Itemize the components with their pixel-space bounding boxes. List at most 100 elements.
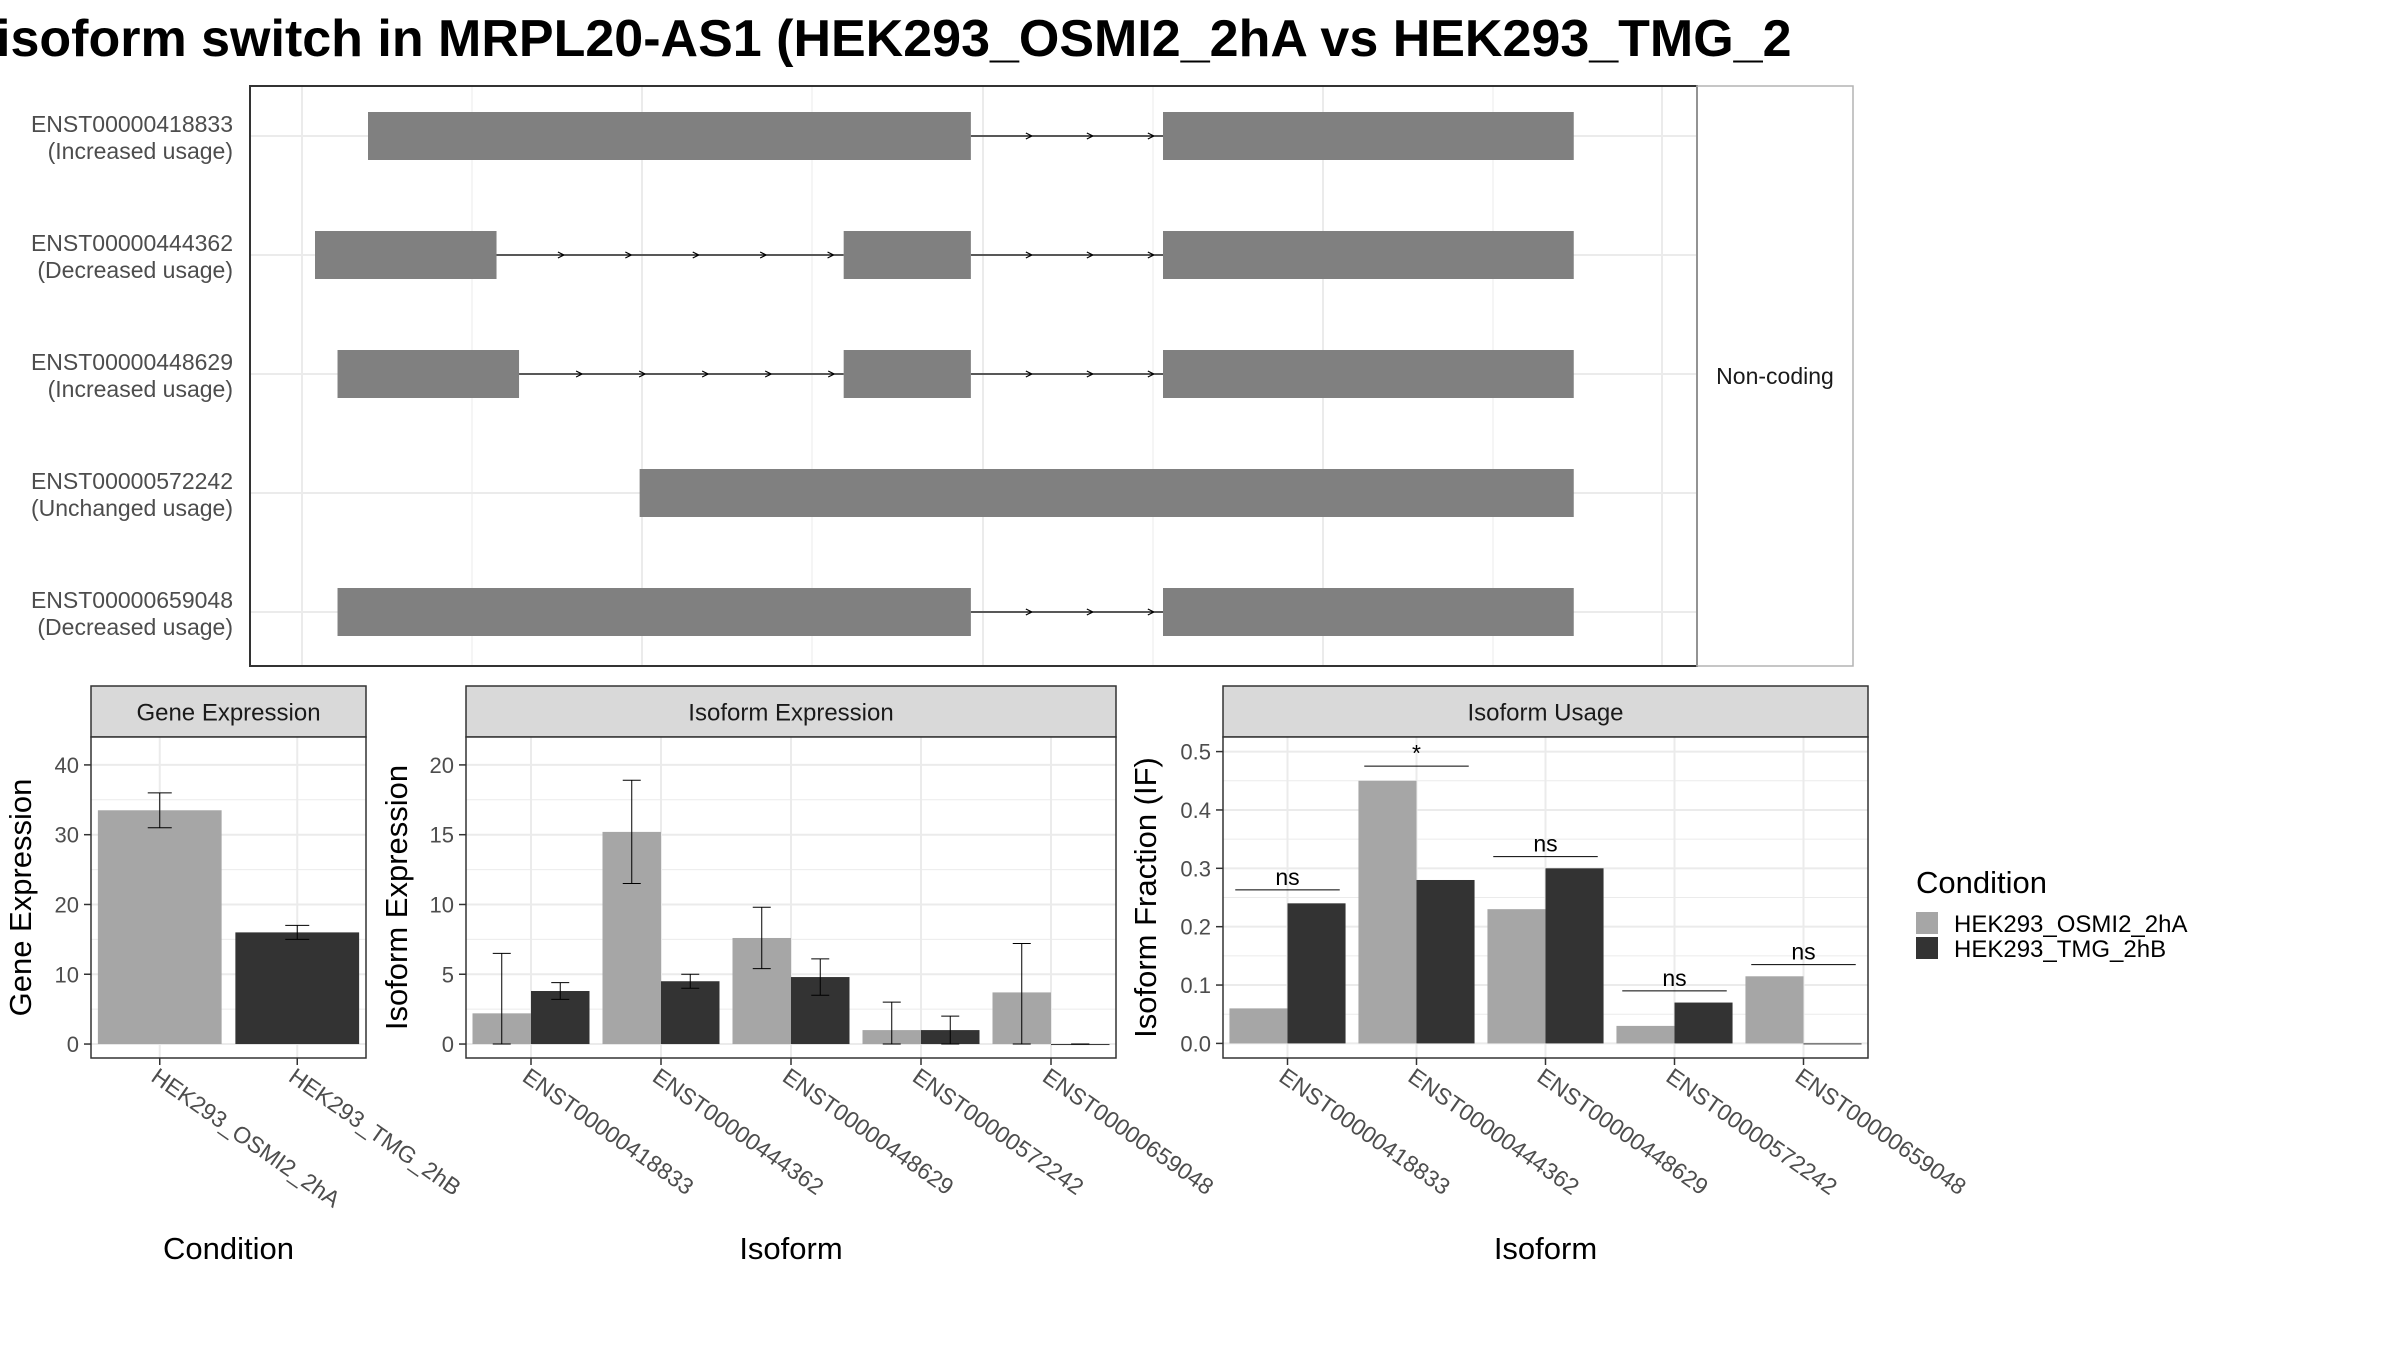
intron-arrow <box>1147 251 1156 259</box>
intron-arrow <box>1147 608 1156 616</box>
x-axis-label: Isoform <box>1494 1231 1597 1266</box>
isoform-usage-panel: Isoform Usage 0.0 0.1 0.2 0.3 0.4 0.5 ns * ns ns ns… <box>1128 685 1971 1266</box>
y-tick-label: 10 <box>55 962 79 987</box>
exon-block <box>843 231 971 279</box>
bar <box>1616 1025 1675 1044</box>
y-axis-label: Isoform Expression <box>379 765 414 1030</box>
intron-arrow <box>764 370 773 378</box>
intron-arrow <box>1025 251 1034 259</box>
y-tick-label: 40 <box>55 753 79 778</box>
isoform-expression-panel: Isoform Expression05101520ENST0000041883… <box>379 685 1219 1266</box>
panel-strip <box>90 685 367 738</box>
exon-block <box>843 350 971 398</box>
intron-arrow <box>692 251 701 259</box>
bar <box>1358 780 1417 1044</box>
exon-block <box>1163 112 1574 160</box>
intron-arrow <box>1025 370 1034 378</box>
significance-label: * <box>1412 740 1421 766</box>
y-tick-label: 0 <box>67 1032 79 1057</box>
y-axis-label: Gene Expression <box>3 779 38 1017</box>
isoform-status-label: (Unchanged usage) <box>31 495 233 521</box>
y-tick-label: 30 <box>55 823 79 848</box>
legend-label-cond-a: HEK293_OSMI2_2hA <box>1954 911 2187 938</box>
legend-swatch-cond-a <box>1916 912 1938 934</box>
y-tick-label: 15 <box>430 823 454 848</box>
bar <box>1674 1002 1733 1044</box>
isoform-status-label: (Decreased usage) <box>37 257 233 283</box>
exon-block <box>315 231 497 279</box>
intron-arrow <box>1147 132 1156 140</box>
isoform-id-label: ENST00000572242 <box>31 468 233 494</box>
exon-block <box>1163 588 1574 636</box>
intron-arrow <box>1086 132 1095 140</box>
bar <box>235 932 360 1045</box>
exon-block <box>337 588 971 636</box>
isoform-status-label: (Increased usage) <box>48 138 233 164</box>
isoform-id-label: ENST00000444362 <box>31 230 233 256</box>
figure-title: isoform switch in MRPL20-AS1 (HEK293_OSM… <box>0 10 1792 68</box>
significance-label: ns <box>1275 864 1299 890</box>
intron-arrow <box>827 370 836 378</box>
intron-arrow <box>1147 370 1156 378</box>
bar <box>97 810 222 1045</box>
y-tick-label: 0 <box>442 1032 454 1057</box>
panel-strip-title: Isoform Expression <box>688 700 893 727</box>
y-tick-label: 10 <box>430 892 454 917</box>
isoform-id-label: ENST00000659048 <box>31 587 233 613</box>
panel-strip <box>1222 685 1869 738</box>
bar <box>1745 976 1804 1044</box>
isoform-structure-panel: ENST00000418833(Increased usage)ENST0000… <box>31 85 1854 667</box>
significance-label: ns <box>1533 831 1557 857</box>
y-tick-label: 0.0 <box>1180 1031 1211 1056</box>
bar <box>1229 1008 1288 1044</box>
y-axis-label: Isoform Fraction (IF) <box>1128 757 1163 1038</box>
y-tick-label: 20 <box>55 892 79 917</box>
intron-arrow <box>575 370 584 378</box>
intron-arrow <box>625 251 633 259</box>
y-tick-label: 0.5 <box>1180 740 1211 765</box>
y-tick-label: 0.1 <box>1180 973 1211 998</box>
isoform-status-label: (Increased usage) <box>48 376 233 402</box>
isoform-status-label: (Decreased usage) <box>37 614 233 640</box>
intron-arrow <box>827 251 835 259</box>
bar <box>1487 909 1546 1044</box>
bar <box>1287 903 1346 1044</box>
plot-frame <box>90 736 367 1059</box>
isoform-id-label: ENST00000448629 <box>31 349 233 375</box>
x-axis-label: Isoform <box>739 1231 842 1266</box>
bar <box>1803 1043 1862 1045</box>
intron-arrow <box>1025 132 1034 140</box>
intron-arrow <box>1086 251 1095 259</box>
intron-arrow <box>1086 608 1095 616</box>
x-axis-label: Condition <box>163 1231 294 1266</box>
panel-strip-title: Gene Expression <box>136 700 320 727</box>
intron-arrow <box>1025 608 1034 616</box>
significance-label: ns <box>1662 965 1686 991</box>
intron-arrow <box>701 370 710 378</box>
intron-arrow <box>1086 370 1095 378</box>
intron-arrow <box>638 370 647 378</box>
exon-block <box>639 469 1574 517</box>
intron-arrow <box>759 251 768 259</box>
exon-block <box>368 112 971 160</box>
significance-label: ns <box>1791 939 1815 965</box>
exon-block <box>337 350 520 398</box>
isoform-id-label: ENST00000418833 <box>31 111 233 137</box>
y-tick-label: 0.4 <box>1180 798 1211 823</box>
bar <box>661 981 720 1045</box>
y-tick-label: 0.2 <box>1180 915 1211 940</box>
y-tick-label: 5 <box>442 962 454 987</box>
legend-label-cond-b: HEK293_TMG_2hB <box>1954 936 2166 963</box>
exon-block <box>1163 350 1574 398</box>
facet-strip-label: Non-coding <box>1716 363 1834 389</box>
intron-arrow <box>557 251 566 259</box>
y-tick-label: 0.3 <box>1180 856 1211 881</box>
legend-title: Condition <box>1916 865 2047 900</box>
bar <box>1545 868 1604 1044</box>
facet-strip <box>1696 85 1854 667</box>
bar <box>1416 879 1475 1044</box>
legend-swatch-cond-b <box>1916 937 1938 959</box>
exon-block <box>1163 231 1574 279</box>
